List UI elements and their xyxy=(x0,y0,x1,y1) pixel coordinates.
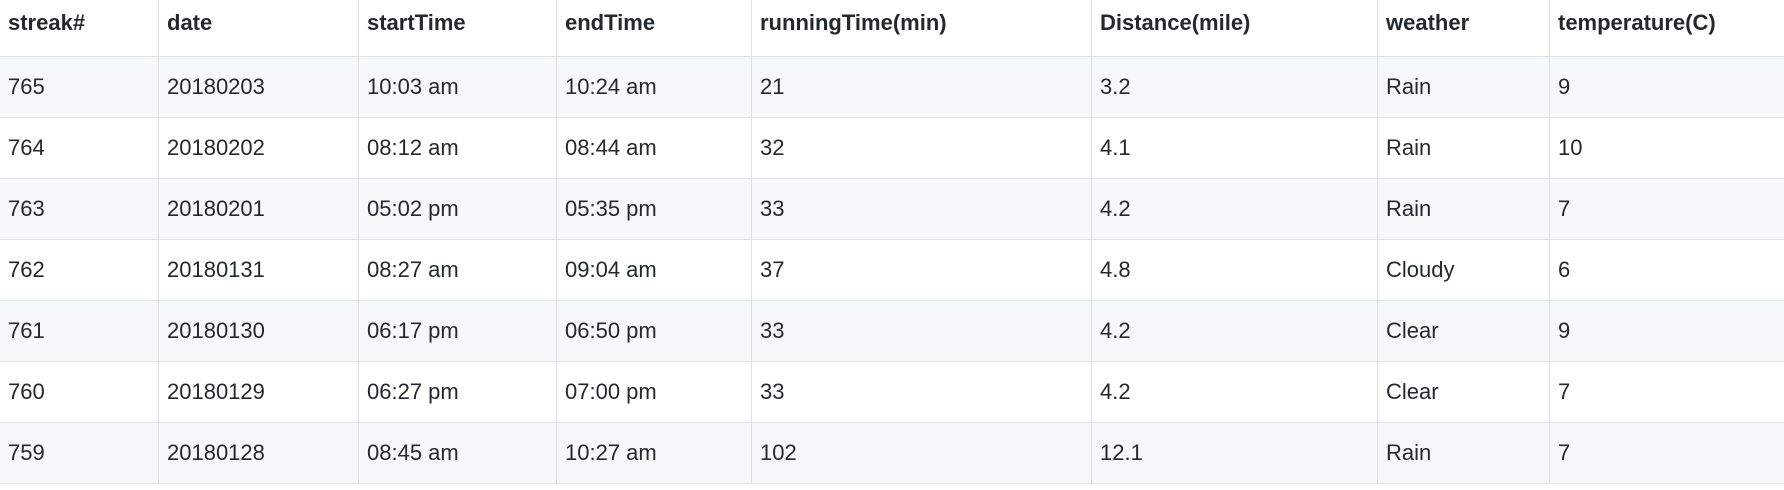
header-streak: streak# xyxy=(0,0,159,57)
cell-temperature: 10 xyxy=(1549,117,1784,179)
cell-date: 20180130 xyxy=(158,300,359,362)
header-date: date xyxy=(158,0,359,57)
cell-end-time: 10:27 am xyxy=(556,422,752,484)
cell-date: 20180202 xyxy=(158,117,359,179)
cell-weather: Rain xyxy=(1377,117,1550,179)
cell-weather: Rain xyxy=(1377,422,1550,484)
cell-temperature: 9 xyxy=(1549,56,1784,118)
cell-end-time: 06:50 pm xyxy=(556,300,752,362)
cell-distance: 4.1 xyxy=(1091,117,1378,179)
cell-temperature: 9 xyxy=(1549,300,1784,362)
header-temperature: temperature(C) xyxy=(1549,0,1784,57)
table-row: 762 20180131 08:27 am 09:04 am 37 4.8 Cloudy 6 xyxy=(0,239,1784,301)
header-distance: Distance(mile) xyxy=(1091,0,1378,57)
table-body: 765 20180203 10:03 am 10:24 am 21 3.2 Rain 9 764… xyxy=(0,56,1784,484)
cell-start-time: 10:03 am xyxy=(358,56,557,118)
cell-start-time: 08:12 am xyxy=(358,117,557,179)
cell-running-time: 37 xyxy=(751,239,1092,301)
cell-start-time: 05:02 pm xyxy=(358,178,557,240)
header-end-time: endTime xyxy=(556,0,752,57)
cell-weather: Clear xyxy=(1377,361,1550,423)
cell-distance: 4.2 xyxy=(1091,178,1378,240)
cell-distance: 3.2 xyxy=(1091,56,1378,118)
cell-start-time: 06:27 pm xyxy=(358,361,557,423)
cell-streak: 765 xyxy=(0,56,159,118)
cell-weather: Rain xyxy=(1377,56,1550,118)
header-start-time: startTime xyxy=(358,0,557,57)
header-running-time: runningTime(min) xyxy=(751,0,1092,57)
table-row: 763 20180201 05:02 pm 05:35 pm 33 4.2 Rain 7 xyxy=(0,178,1784,240)
cell-weather: Rain xyxy=(1377,178,1550,240)
cell-start-time: 08:45 am xyxy=(358,422,557,484)
cell-temperature: 7 xyxy=(1549,361,1784,423)
cell-streak: 759 xyxy=(0,422,159,484)
cell-end-time: 08:44 am xyxy=(556,117,752,179)
cell-date: 20180131 xyxy=(158,239,359,301)
cell-running-time: 102 xyxy=(751,422,1092,484)
cell-distance: 4.2 xyxy=(1091,300,1378,362)
table-row: 764 20180202 08:12 am 08:44 am 32 4.1 Rain 10 xyxy=(0,117,1784,179)
cell-start-time: 08:27 am xyxy=(358,239,557,301)
cell-start-time: 06:17 pm xyxy=(358,300,557,362)
cell-date: 20180203 xyxy=(158,56,359,118)
cell-streak: 763 xyxy=(0,178,159,240)
cell-distance: 4.2 xyxy=(1091,361,1378,423)
table-row: 759 20180128 08:45 am 10:27 am 102 12.1 Rain 7 xyxy=(0,422,1784,484)
cell-streak: 762 xyxy=(0,239,159,301)
cell-distance: 4.8 xyxy=(1091,239,1378,301)
table-row: 765 20180203 10:03 am 10:24 am 21 3.2 Rain 9 xyxy=(0,56,1784,118)
cell-temperature: 6 xyxy=(1549,239,1784,301)
cell-running-time: 21 xyxy=(751,56,1092,118)
cell-running-time: 33 xyxy=(751,178,1092,240)
cell-running-time: 33 xyxy=(751,300,1092,362)
cell-running-time: 32 xyxy=(751,117,1092,179)
cell-date: 20180129 xyxy=(158,361,359,423)
cell-temperature: 7 xyxy=(1549,422,1784,484)
cell-weather: Clear xyxy=(1377,300,1550,362)
table-header-row: streak# date startTime endTime runningTi… xyxy=(0,0,1784,57)
cell-date: 20180201 xyxy=(158,178,359,240)
table-row: 760 20180129 06:27 pm 07:00 pm 33 4.2 Clear 7 xyxy=(0,361,1784,423)
cell-streak: 760 xyxy=(0,361,159,423)
cell-running-time: 33 xyxy=(751,361,1092,423)
cell-streak: 764 xyxy=(0,117,159,179)
cell-date: 20180128 xyxy=(158,422,359,484)
cell-end-time: 07:00 pm xyxy=(556,361,752,423)
cell-end-time: 10:24 am xyxy=(556,56,752,118)
cell-streak: 761 xyxy=(0,300,159,362)
cell-end-time: 09:04 am xyxy=(556,239,752,301)
header-weather: weather xyxy=(1377,0,1550,57)
cell-temperature: 7 xyxy=(1549,178,1784,240)
cell-end-time: 05:35 pm xyxy=(556,178,752,240)
table-row: 761 20180130 06:17 pm 06:50 pm 33 4.2 Clear 9 xyxy=(0,300,1784,362)
cell-weather: Cloudy xyxy=(1377,239,1550,301)
cell-distance: 12.1 xyxy=(1091,422,1378,484)
